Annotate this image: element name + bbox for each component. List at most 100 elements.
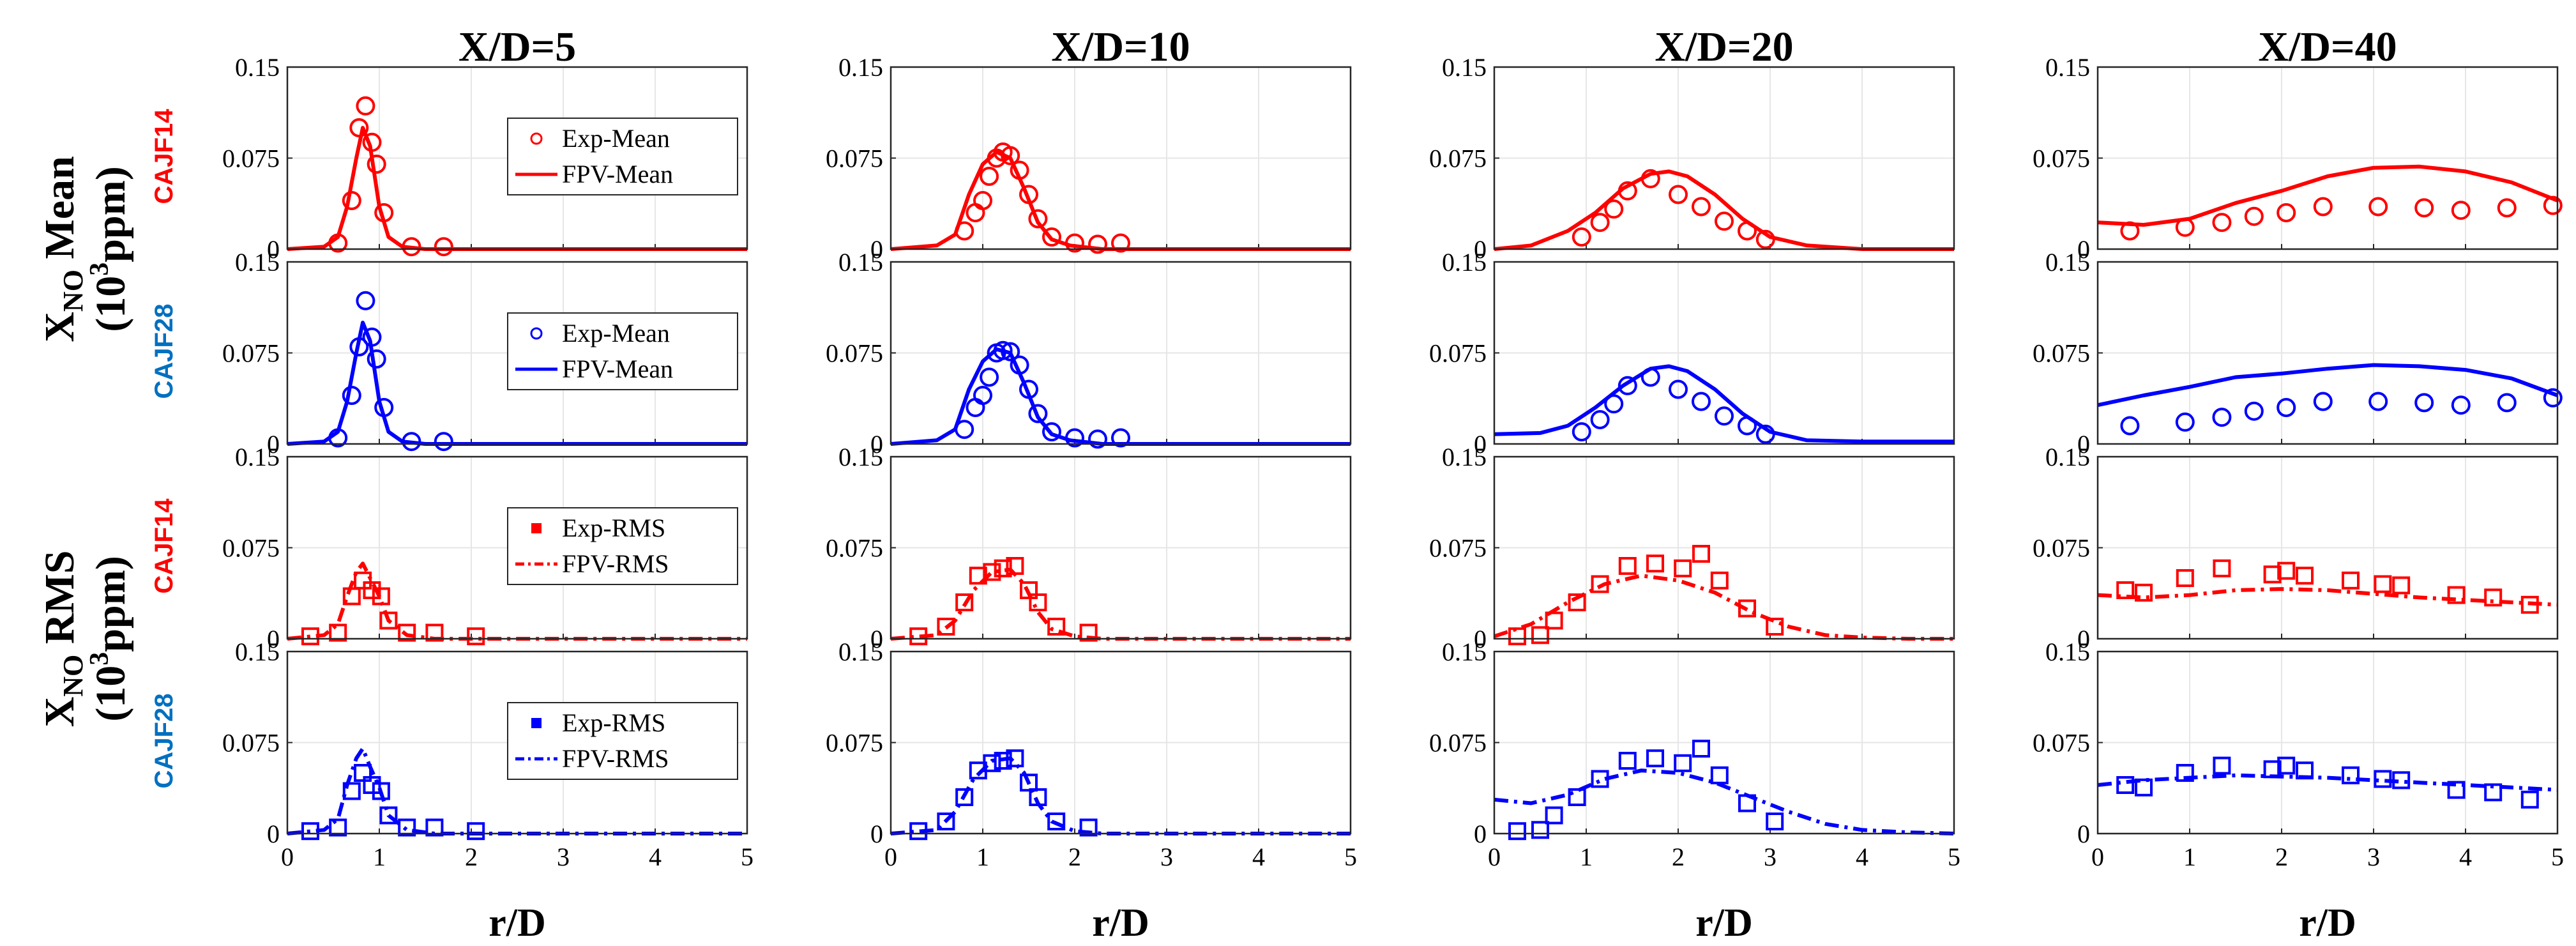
y-tick-label: 0	[870, 625, 883, 653]
exp-point	[1766, 618, 1784, 636]
model-series-line	[890, 756, 1351, 835]
exp-point	[467, 627, 485, 646]
column-title-2: X/D=10	[1051, 24, 1190, 70]
xlabel-col-2: r/D	[1092, 901, 1149, 945]
model-series-line	[1494, 574, 1954, 641]
exp-point	[2447, 781, 2466, 799]
x-tick-label: 1	[1580, 843, 1593, 871]
exp-point	[1111, 428, 1130, 448]
exp-point	[1755, 229, 1775, 249]
exp-point	[356, 96, 375, 116]
exp-point	[1065, 233, 1084, 253]
legend-marker-exp	[530, 327, 543, 340]
legend: Exp-RMS FPV-RMS	[507, 507, 738, 585]
exp-point	[2451, 395, 2471, 415]
x-tick-label: 3	[2367, 843, 2380, 871]
exp-point	[379, 611, 398, 630]
exp-point	[1001, 342, 1020, 362]
ylabel-rms-rest: RMS	[36, 551, 83, 655]
panel-r4-c3: 0 0.075 0.15 0 1 2 3 4 5	[1429, 637, 1960, 871]
exp-point	[2392, 771, 2411, 790]
exp-point	[2543, 388, 2563, 408]
ylabel-mean-main: X	[36, 312, 83, 342]
exp-point	[2213, 559, 2231, 577]
exp-point	[2484, 783, 2503, 802]
exp-point	[363, 581, 381, 599]
exp-point	[2244, 206, 2264, 226]
model-series-line	[1494, 364, 1954, 444]
exp-point	[1029, 593, 1047, 611]
exp-point	[1079, 623, 1098, 642]
y-tick-label: 0.15	[1442, 637, 1487, 666]
x-tick-label: 1	[976, 843, 989, 871]
y-tick-label: 0	[2077, 430, 2090, 459]
exp-point	[966, 203, 985, 222]
exp-point	[2497, 393, 2517, 413]
exp-point	[937, 812, 955, 830]
exp-point	[2296, 761, 2314, 780]
exp-point	[2213, 756, 2231, 775]
exp-point	[2277, 203, 2296, 222]
y-tick-label: 0.075	[1429, 339, 1487, 368]
exp-point	[1047, 618, 1066, 636]
exp-point	[1604, 394, 1624, 414]
exp-point	[349, 337, 369, 356]
legend-box	[507, 702, 738, 780]
exp-point	[301, 627, 319, 646]
exp-point	[1568, 593, 1586, 611]
exp-point	[2447, 586, 2466, 604]
exp-point	[1572, 422, 1591, 441]
exp-point	[1590, 410, 1610, 429]
column-title-3: X/D=20	[1655, 24, 1793, 70]
exp-point	[1019, 379, 1038, 399]
exp-point	[425, 818, 444, 837]
exp-point	[1010, 160, 1029, 180]
column-titles: X/D=5 X/D=10 X/D=20 X/D=40	[458, 24, 2397, 70]
exp-point	[1710, 571, 1729, 590]
y-tick-label: 0.15	[235, 637, 280, 666]
exp-point	[1029, 788, 1047, 806]
y-tick-label: 0	[1474, 235, 1487, 264]
exp-point	[1692, 545, 1710, 563]
ylabel-mean-unit: (103ppm)	[85, 166, 134, 332]
exp-point	[2263, 760, 2282, 779]
ylabel-rms-line2: (10	[87, 666, 134, 722]
exp-point	[367, 155, 386, 174]
exp-point	[2414, 198, 2434, 218]
x-tick-label: 5	[741, 843, 754, 871]
exp-point	[2244, 401, 2264, 421]
exp-point	[1692, 740, 1710, 758]
exp-point	[955, 788, 974, 806]
y-tick-label: 0.075	[2033, 144, 2090, 173]
ylabel-rms: XNO RMS	[36, 551, 89, 728]
model-series-line	[890, 567, 1351, 641]
exp-point	[2313, 392, 2333, 411]
exp-point	[362, 327, 382, 347]
exp-point	[1669, 185, 1688, 204]
exp-point	[374, 398, 394, 417]
ylabel-mean-rest: Mean	[36, 156, 83, 270]
ylabel-mean: XNO Mean	[36, 156, 89, 342]
exp-point	[966, 398, 985, 417]
exp-point	[2116, 776, 2135, 794]
x-tick-label: 2	[465, 843, 478, 871]
panel-r1-c2: 0 0.075 0.15	[826, 53, 1352, 264]
exp-point	[1766, 812, 1784, 830]
xlabel-col-1: r/D	[489, 901, 546, 945]
row-label-4: CAJF28	[150, 694, 178, 789]
exp-point	[2368, 197, 2388, 217]
x-tick-label: 5	[1344, 843, 1357, 871]
exp-point	[2374, 575, 2392, 593]
x-tick-label: 4	[2459, 843, 2472, 871]
x-tick-label: 0	[281, 843, 294, 871]
exp-point	[425, 623, 444, 642]
axes-frame	[286, 261, 748, 445]
model-series-line	[2097, 587, 2558, 607]
legend-label-exp: Exp-RMS	[562, 708, 665, 737]
y-tick-label: 0	[1474, 820, 1487, 848]
y-tick-label: 0.15	[2045, 248, 2090, 277]
axes-frame	[2096, 66, 2559, 250]
panel-r4-c4: 0 0.075 0.15 0 1 2 3 4 5	[2033, 637, 2564, 871]
exp-point	[1042, 422, 1061, 441]
exp-point	[2120, 416, 2140, 436]
